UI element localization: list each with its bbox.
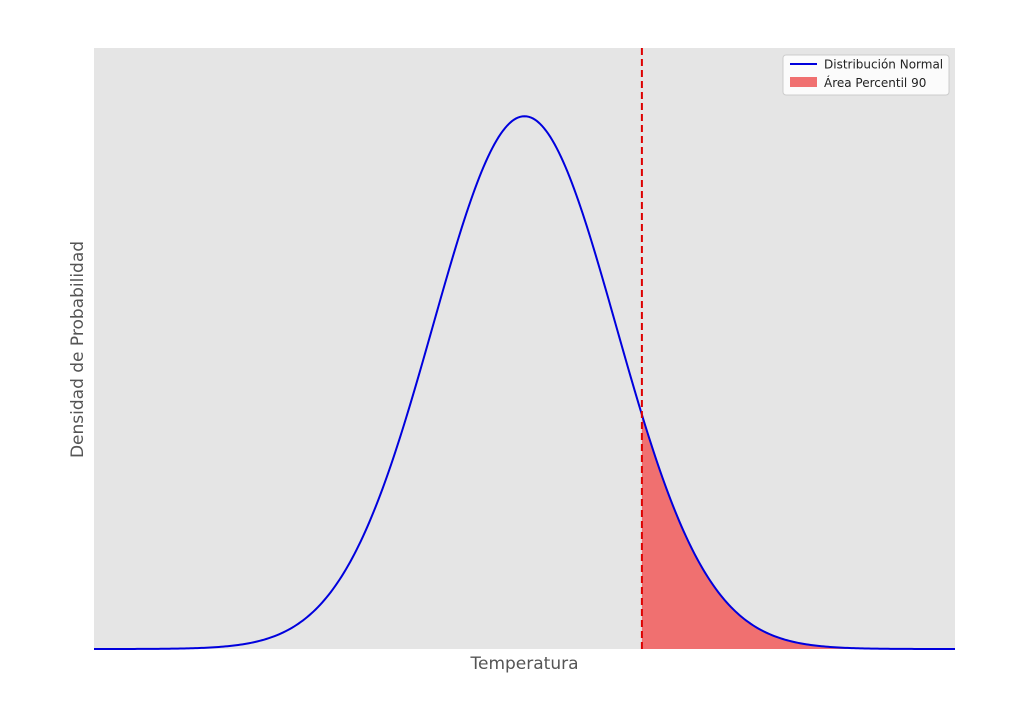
legend: Distribución Normal Área Percentil 90 <box>782 54 950 96</box>
x-axis-label: Temperatura <box>469 654 578 674</box>
legend-patch-symbol <box>790 77 817 87</box>
legend-label-normal: Distribución Normal <box>824 58 943 72</box>
legend-box <box>782 54 950 96</box>
percentile-area <box>641 414 955 649</box>
normal-distribution-line <box>94 115 955 650</box>
legend-label-area: Área Percentil 90 <box>824 75 926 90</box>
plot-area <box>94 48 955 649</box>
y-axis-label: Densidad de Probabilidad <box>68 241 88 458</box>
